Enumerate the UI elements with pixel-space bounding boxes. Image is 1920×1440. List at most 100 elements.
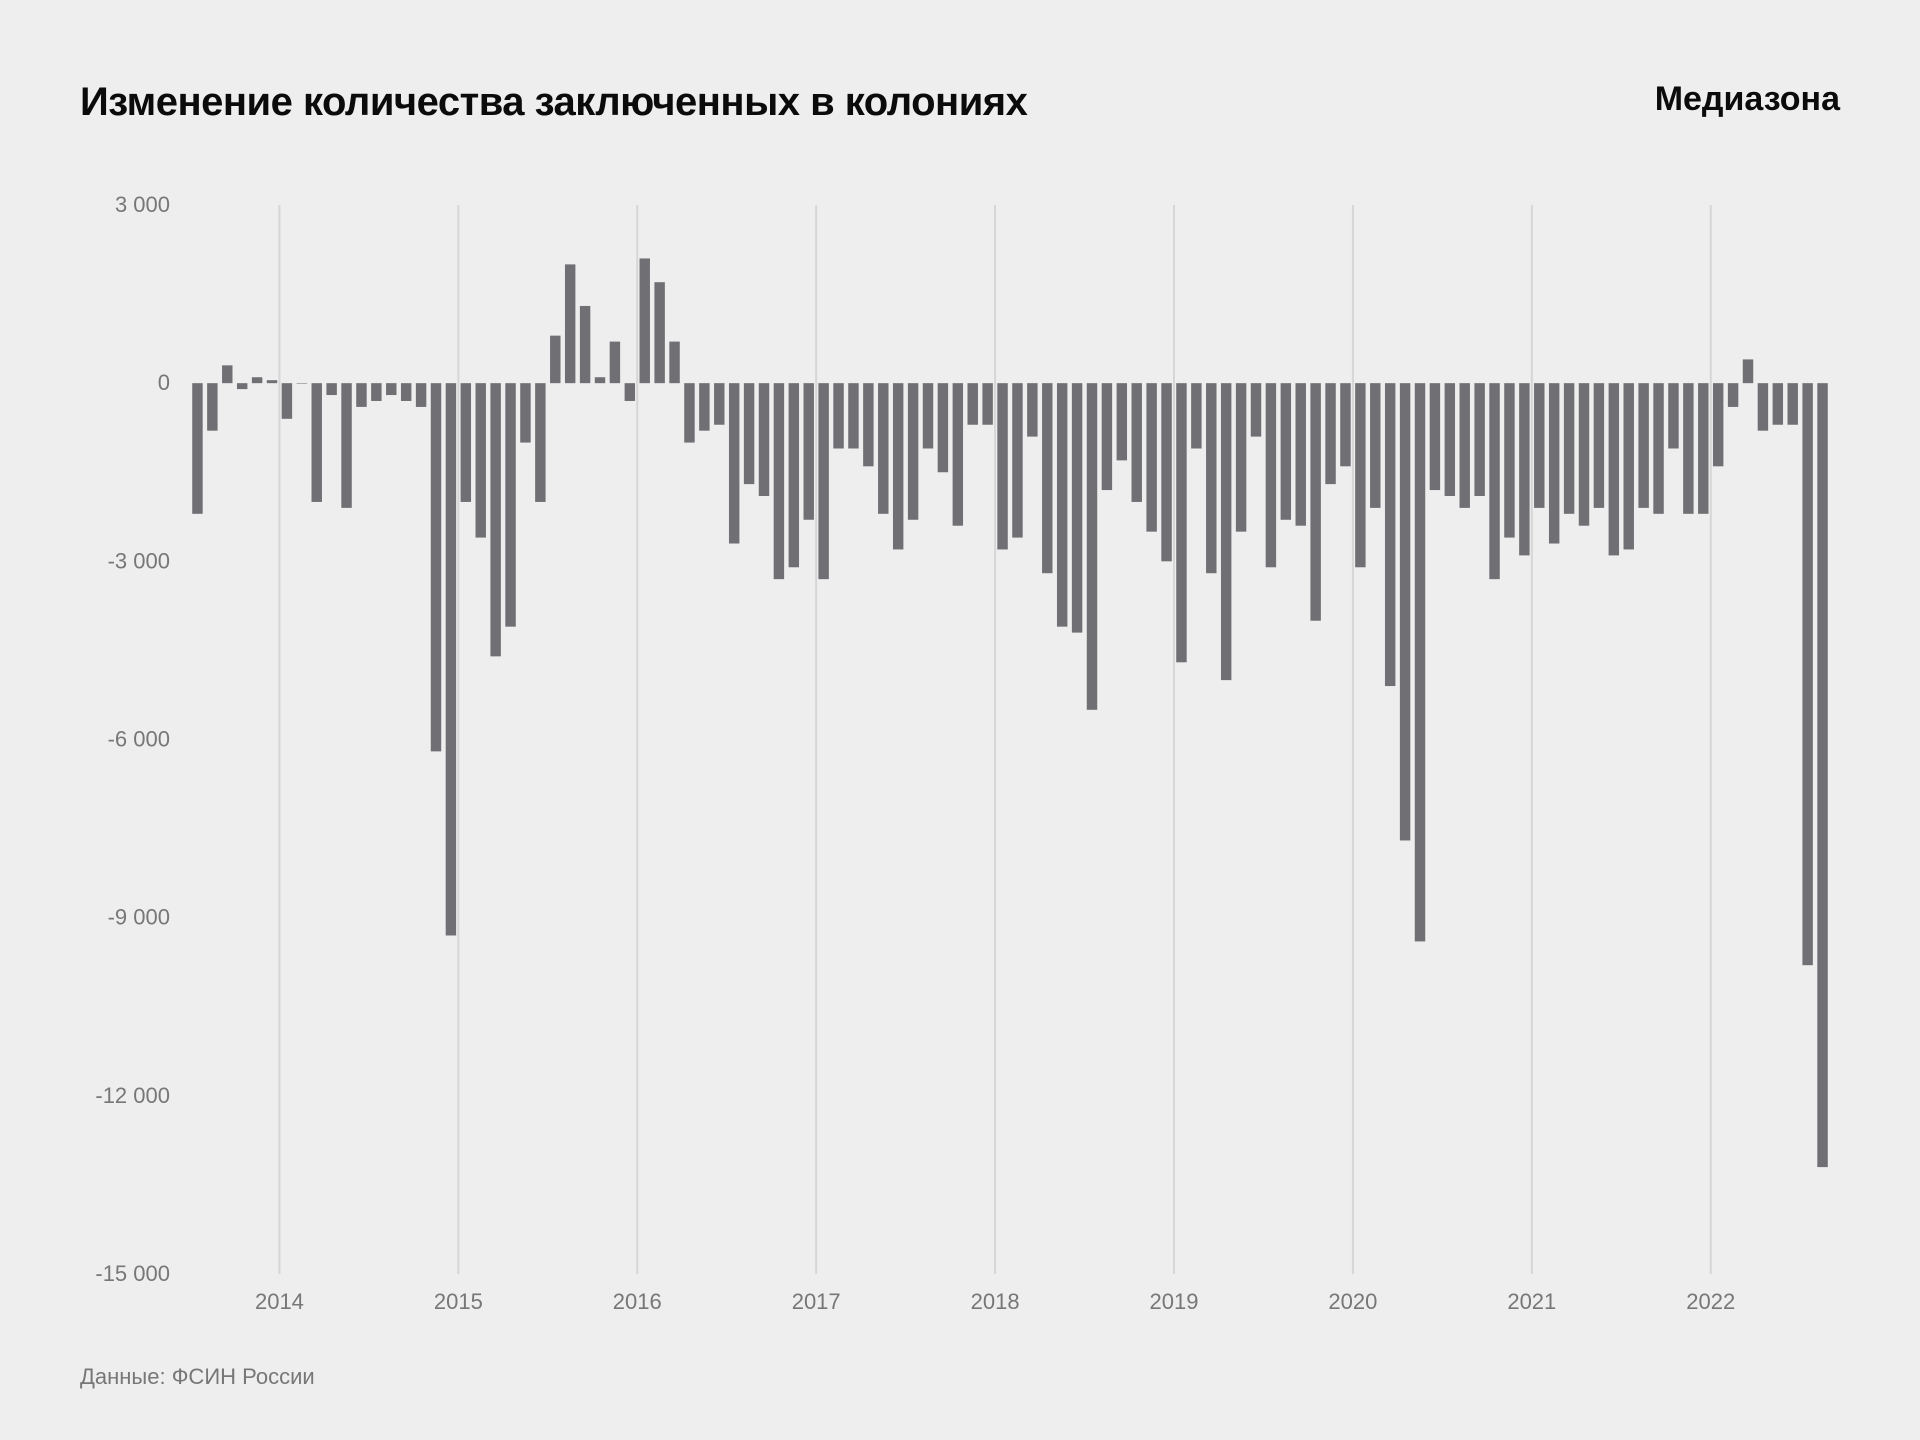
- bar: [520, 383, 530, 442]
- bar: [848, 383, 858, 448]
- bar: [1802, 383, 1812, 965]
- svg-text:2014: 2014: [255, 1289, 304, 1314]
- bar: [774, 383, 784, 579]
- bar: [1281, 383, 1291, 520]
- bar: [923, 383, 933, 448]
- bar: [1445, 383, 1455, 496]
- bar: [1161, 383, 1171, 561]
- bar: [1460, 383, 1470, 508]
- bar: [1474, 383, 1484, 496]
- bar: [938, 383, 948, 472]
- svg-text:-3 000: -3 000: [108, 548, 170, 573]
- bar: [416, 383, 426, 407]
- bar: [699, 383, 709, 431]
- bar: [446, 383, 456, 935]
- bar: [222, 365, 232, 383]
- bar: [1817, 383, 1827, 1167]
- bar: [535, 383, 545, 502]
- data-source: Данные: ФСИН России: [80, 1364, 1840, 1390]
- bar: [1355, 383, 1365, 567]
- bar: [1564, 383, 1574, 514]
- bar: [431, 383, 441, 751]
- bar: [953, 383, 963, 526]
- bar: [1310, 383, 1320, 621]
- bar: [580, 306, 590, 383]
- bar: [1325, 383, 1335, 484]
- bar: [1594, 383, 1604, 508]
- bar: [1430, 383, 1440, 490]
- bar: [893, 383, 903, 549]
- bar: [1236, 383, 1246, 531]
- bar: [982, 383, 992, 425]
- bar: [1296, 383, 1306, 526]
- bar: [833, 383, 843, 448]
- bar: [237, 383, 247, 389]
- brand-label: Медиазона: [1655, 80, 1840, 119]
- bar: [1788, 383, 1798, 425]
- svg-text:2022: 2022: [1686, 1289, 1735, 1314]
- bar: [684, 383, 694, 442]
- bar: [1340, 383, 1350, 466]
- bar: [207, 383, 217, 431]
- svg-text:3 000: 3 000: [115, 195, 170, 217]
- chart-container: 201420152016201720182019202020212022-15 …: [80, 195, 1840, 1334]
- bar: [1519, 383, 1529, 555]
- bar: [1534, 383, 1544, 508]
- bar: [1370, 383, 1380, 508]
- bar: [1117, 383, 1127, 460]
- bar: [610, 342, 620, 384]
- bar: [1132, 383, 1142, 502]
- bar: [461, 383, 471, 502]
- bar: [1042, 383, 1052, 573]
- bar: [595, 377, 605, 383]
- svg-text:2019: 2019: [1150, 1289, 1199, 1314]
- bar: [1072, 383, 1082, 632]
- bar: [863, 383, 873, 466]
- svg-text:2016: 2016: [613, 1289, 662, 1314]
- bar: [297, 383, 307, 384]
- bar: [1549, 383, 1559, 543]
- bar: [1221, 383, 1231, 680]
- svg-text:2015: 2015: [434, 1289, 483, 1314]
- bar: [476, 383, 486, 537]
- bar: [1191, 383, 1201, 448]
- svg-text:2020: 2020: [1328, 1289, 1377, 1314]
- bar: [1713, 383, 1723, 466]
- bar: [1773, 383, 1783, 425]
- bar: [1743, 359, 1753, 383]
- bar: [1504, 383, 1514, 537]
- bar: [401, 383, 411, 401]
- bar: [1400, 383, 1410, 840]
- svg-text:-6 000: -6 000: [108, 727, 170, 752]
- bar: [490, 383, 500, 656]
- bar: [282, 383, 292, 419]
- svg-text:2021: 2021: [1507, 1289, 1556, 1314]
- bar: [1146, 383, 1156, 531]
- bar: [326, 383, 336, 395]
- chart-title: Изменение количества заключенных в колон…: [80, 80, 1027, 125]
- bar: [1728, 383, 1738, 407]
- bar: [729, 383, 739, 543]
- bar: [818, 383, 828, 579]
- bar: [386, 383, 396, 395]
- bar: [565, 264, 575, 383]
- bar: [1698, 383, 1708, 514]
- bar: [1206, 383, 1216, 573]
- bar: [1385, 383, 1395, 686]
- page-root: Изменение количества заключенных в колон…: [0, 0, 1920, 1440]
- bar: [908, 383, 918, 520]
- bar: [371, 383, 381, 401]
- bar: [640, 258, 650, 383]
- bar: [341, 383, 351, 508]
- svg-text:-12 000: -12 000: [95, 1083, 170, 1108]
- bar-chart: 201420152016201720182019202020212022-15 …: [80, 195, 1840, 1334]
- bar: [1027, 383, 1037, 436]
- bar: [714, 383, 724, 425]
- bar: [1057, 383, 1067, 626]
- bar: [997, 383, 1007, 549]
- bar: [804, 383, 814, 520]
- bar: [625, 383, 635, 401]
- bar: [789, 383, 799, 567]
- bar: [1176, 383, 1186, 662]
- svg-text:2017: 2017: [792, 1289, 841, 1314]
